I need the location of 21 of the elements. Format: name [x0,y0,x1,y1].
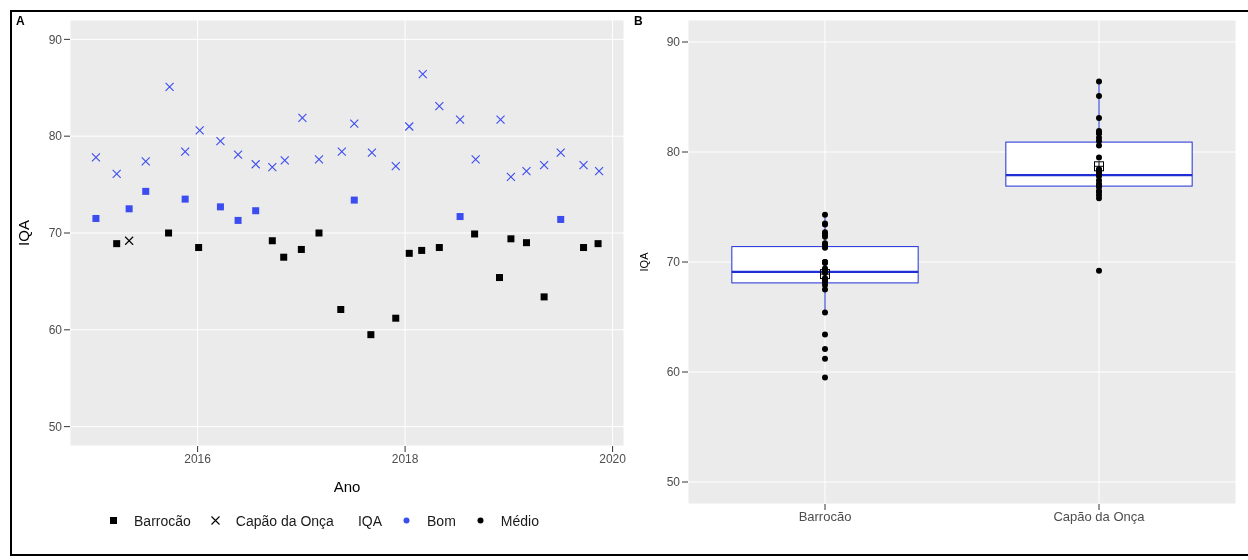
y-axis-title: IQA [15,220,33,246]
y-tick-label: 80 [666,145,681,160]
y-tick-label: 70 [48,226,63,241]
x-tick-label: 2018 [391,451,419,466]
y-tick-label: 60 [666,365,681,380]
chart-title: B [634,14,643,28]
y-axis-title: IQA [637,251,650,272]
x-tick-label: 2020 [599,451,627,466]
legend-label: Bom [427,512,456,529]
y-tick-label: 50 [48,419,63,434]
legend-label: Médio [500,512,539,529]
y-tick-label: 80 [48,129,63,144]
chart-title: A [16,14,25,28]
y-tick-label: 60 [48,323,63,338]
legend-title: IQA [357,512,383,529]
y-tick-label: 70 [666,255,681,270]
x-axis-title: Ano [333,478,361,495]
y-tick-label: 90 [48,32,63,47]
y-tick-label: 50 [666,475,681,490]
x-tick-label: 2016 [184,451,212,466]
y-tick-label: 90 [666,35,681,50]
